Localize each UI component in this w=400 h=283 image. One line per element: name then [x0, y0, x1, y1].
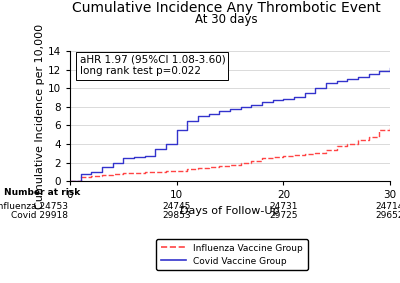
Text: 29725: 29725 — [269, 211, 298, 220]
Y-axis label: Cumulative Incidence per 10,000: Cumulative Incidence per 10,000 — [35, 23, 45, 209]
Text: 24714: 24714 — [376, 202, 400, 211]
Legend: Influenza Vaccine Group, Covid Vaccine Group: Influenza Vaccine Group, Covid Vaccine G… — [156, 239, 308, 270]
Text: aHR 1.97 (95%CI 1.08-3.60)
long rank test p=0.022: aHR 1.97 (95%CI 1.08-3.60) long rank tes… — [80, 55, 225, 76]
Text: Influenza 24753: Influenza 24753 — [0, 202, 68, 211]
Text: At 30 days: At 30 days — [195, 13, 257, 26]
Text: 29652: 29652 — [376, 211, 400, 220]
Text: 29853: 29853 — [162, 211, 191, 220]
Text: Number at risk: Number at risk — [4, 188, 80, 197]
Text: Covid 29918: Covid 29918 — [11, 211, 68, 220]
Text: Cumulative Incidence Any Thrombotic Event: Cumulative Incidence Any Thrombotic Even… — [72, 1, 380, 15]
X-axis label: Days of Follow-Up: Days of Follow-Up — [180, 206, 280, 216]
Text: 24745: 24745 — [162, 202, 191, 211]
Text: 24731: 24731 — [269, 202, 298, 211]
